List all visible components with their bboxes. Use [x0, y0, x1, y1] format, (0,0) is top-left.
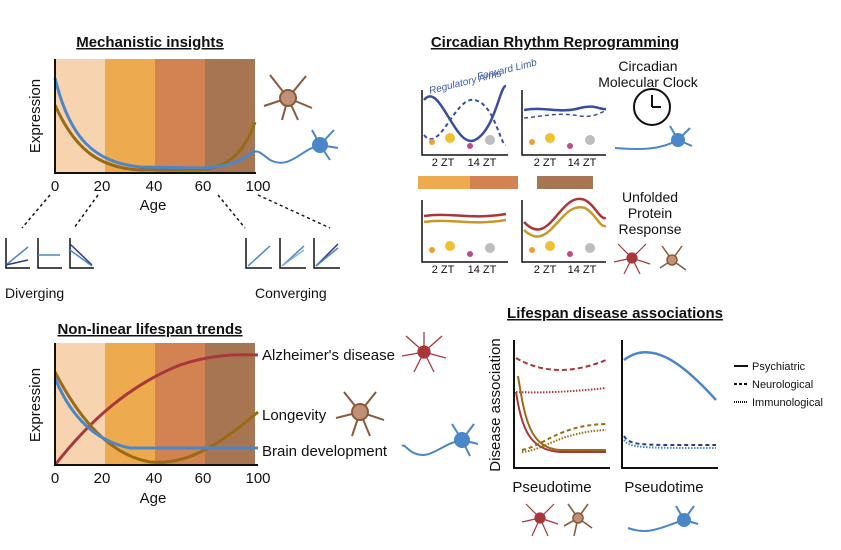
- tick-40: 40: [146, 470, 163, 487]
- brain-dev-curve: [53, 377, 258, 450]
- mechanistic-title: Mechanistic insights: [76, 34, 224, 51]
- zt-2-c: 2 ZT: [432, 264, 455, 276]
- zt-2-b: 2 ZT: [534, 157, 557, 169]
- connector: [21, 194, 51, 229]
- legend-neurological: Neurological: [752, 379, 813, 391]
- disease-ylabel: Disease association: [487, 338, 504, 471]
- mechanistic-xlabel: Age: [140, 197, 167, 214]
- zt-2-d: 2 ZT: [534, 264, 557, 276]
- tick-60: 60: [195, 470, 212, 487]
- converging-label: Converging: [255, 285, 327, 301]
- clock-label-line1: Circadian: [618, 58, 677, 74]
- circadian-plot-3: [421, 200, 508, 263]
- age-band-3: [155, 343, 205, 465]
- astrocyte-icon: [401, 332, 447, 373]
- connector: [73, 194, 99, 229]
- zt-14-d: 14 ZT: [568, 264, 597, 276]
- clock-icon: [633, 88, 671, 126]
- mechanistic-ylabel: Expression: [27, 79, 44, 153]
- tick-100: 100: [245, 470, 270, 487]
- zt-14-c: 14 ZT: [468, 264, 497, 276]
- age-band-2: [105, 59, 155, 173]
- disease-legend: Psychiatric Neurological Immunological: [734, 361, 823, 409]
- alzheimers-curve: [53, 353, 259, 466]
- longevity-label: Longevity: [262, 407, 327, 424]
- nonlinear-title: Non-linear lifespan trends: [57, 321, 242, 338]
- tick-60: 60: [195, 178, 212, 195]
- age-band-1: [55, 343, 105, 465]
- circadian-plot-4: [521, 197, 607, 263]
- upr-line2: Protein: [628, 205, 672, 221]
- diverging-miniplots: [5, 238, 94, 269]
- tick-40: 40: [146, 178, 163, 195]
- tick-20: 20: [94, 470, 111, 487]
- nonlinear-xlabel: Age: [140, 490, 167, 507]
- nonlinear-plot: [53, 343, 259, 466]
- blue-curve: [53, 77, 257, 170]
- circadian-title: Circadian Rhythm Reprogramming: [431, 34, 679, 51]
- tick-20: 20: [94, 178, 111, 195]
- tick-0: 0: [51, 470, 59, 487]
- upr-line3: Response: [618, 221, 681, 237]
- forward-limb-label: Forward Limb: [476, 57, 538, 83]
- nonlinear-ylabel: Expression: [27, 368, 44, 442]
- zt-2: 2 ZT: [432, 157, 455, 169]
- mechanistic-plot: [53, 59, 257, 174]
- legend-immunological: Immunological: [752, 397, 823, 409]
- tick-0: 0: [51, 178, 59, 195]
- microglia-icon: [659, 245, 687, 271]
- age-bar-3: [537, 176, 593, 189]
- brain-dev-label: Brain development: [262, 443, 388, 460]
- age-bar-1: [418, 176, 470, 189]
- alzheimers-label: Alzheimer's disease: [262, 347, 395, 364]
- clock-label-line2: Molecular Clock: [598, 74, 699, 90]
- zt-14: 14 ZT: [468, 157, 497, 169]
- neuron-icon: [614, 125, 693, 151]
- connector: [217, 194, 246, 229]
- legend-psychiatric: Psychiatric: [752, 361, 806, 373]
- diverging-label: Diverging: [5, 285, 64, 301]
- disease-plot-right: [621, 340, 718, 469]
- astrocyte-icon: [521, 503, 559, 537]
- neuron-icon: [401, 423, 479, 457]
- astrocyte-icon: [613, 243, 651, 275]
- upr-line1: Unfolded: [622, 189, 678, 205]
- disease-xlabel-1: Pseudotime: [512, 479, 591, 496]
- tick-100: 100: [245, 178, 270, 195]
- age-band-4: [205, 59, 255, 173]
- neuron-icon: [254, 129, 339, 164]
- circadian-plot-2: [521, 90, 607, 156]
- disease-xlabel-2: Pseudotime: [624, 479, 703, 496]
- microglia-icon: [335, 391, 385, 437]
- converging-miniplots: [245, 238, 340, 269]
- microglia-icon: [563, 503, 593, 537]
- longevity-curve: [53, 371, 259, 464]
- disease-plot-left: [513, 340, 610, 469]
- age-bar-2: [470, 176, 518, 189]
- age-band-3: [155, 59, 205, 173]
- connector: [257, 194, 331, 229]
- neuron-icon: [627, 505, 699, 532]
- microglia-icon: [263, 74, 313, 121]
- age-band-1: [55, 59, 105, 173]
- brown-curve: [53, 104, 257, 172]
- circadian-plot-1: [421, 84, 508, 156]
- disease-title: Lifespan disease associations: [507, 305, 723, 322]
- zt-14-b: 14 ZT: [568, 157, 597, 169]
